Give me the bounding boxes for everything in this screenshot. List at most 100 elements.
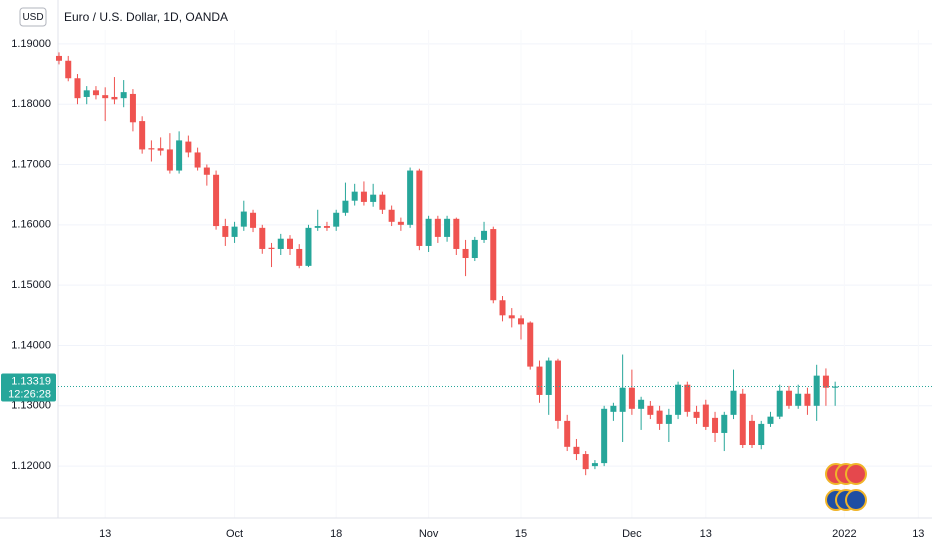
y-tick-label: 1.16000 — [11, 219, 51, 231]
candle-body — [222, 226, 229, 237]
candle-body — [804, 393, 811, 406]
candle-body — [74, 78, 81, 99]
candle-body — [379, 194, 386, 210]
candle-body — [166, 149, 173, 171]
y-tick-label: 1.13000 — [11, 400, 51, 412]
candle-body — [157, 148, 164, 151]
candle-body — [656, 410, 663, 424]
candle-body — [554, 360, 561, 421]
x-tick-label: Nov — [419, 528, 439, 540]
candle-body — [822, 375, 829, 388]
candle-body — [92, 90, 99, 96]
candle-body — [785, 390, 792, 406]
candle-body — [758, 423, 765, 446]
x-tick-label: Oct — [226, 528, 243, 540]
candle-body — [481, 230, 488, 240]
candle-body — [268, 247, 275, 249]
candle-body — [462, 248, 469, 259]
candle-body — [65, 60, 72, 79]
candle-body — [397, 221, 404, 225]
candle-body — [638, 399, 645, 409]
candle-body — [176, 140, 183, 171]
candle-body — [675, 384, 682, 415]
y-tick-label: 1.19000 — [11, 38, 51, 50]
x-tick-label: 18 — [330, 528, 342, 540]
candle-body — [287, 238, 293, 249]
candle-body — [388, 209, 395, 222]
last-price-tag — [1, 373, 56, 402]
candle-body — [647, 405, 654, 415]
candle-body — [518, 318, 524, 325]
candle-body — [194, 152, 201, 168]
candle-body — [259, 227, 266, 249]
candle-body — [120, 92, 127, 99]
candle-body — [342, 200, 349, 213]
y-tick-label: 1.14000 — [11, 339, 51, 351]
x-tick-label: 13 — [99, 528, 111, 540]
candle-body — [499, 300, 506, 316]
x-tick-label: 13 — [700, 528, 712, 540]
candle-body — [203, 167, 210, 175]
candle-body — [832, 386, 839, 388]
currency-button[interactable] — [19, 7, 47, 27]
x-tick-label: 2022 — [832, 528, 856, 540]
candle-body — [277, 238, 284, 249]
candle-body — [619, 387, 626, 412]
candle-body — [351, 191, 358, 201]
candle-body — [296, 248, 303, 266]
candle-body — [231, 226, 238, 237]
candle-body — [749, 420, 755, 446]
candle-body — [684, 384, 691, 412]
candle-body — [323, 226, 330, 228]
candle-body — [536, 366, 543, 395]
candle-body — [407, 170, 414, 225]
candle-body — [102, 95, 109, 99]
candle-body — [582, 454, 589, 470]
candle-body — [721, 414, 728, 433]
x-tick-label: Dec — [622, 528, 642, 540]
candle-body — [591, 463, 598, 467]
candle-body — [185, 141, 192, 153]
candle-body — [739, 393, 746, 446]
y-tick-label: 1.15000 — [11, 279, 51, 291]
candle-body — [702, 404, 709, 427]
candle-body — [610, 405, 617, 412]
candle-body — [471, 239, 478, 259]
candle-body — [139, 121, 146, 150]
candle-body — [56, 55, 62, 61]
candle-body — [730, 390, 737, 415]
candle-body — [545, 360, 552, 395]
candle-body — [434, 218, 441, 237]
candle-body — [111, 96, 118, 100]
flag-icon — [845, 463, 867, 485]
candle-body — [712, 417, 719, 433]
candle-body — [453, 218, 460, 249]
candle-body — [305, 227, 312, 266]
candle-body — [240, 211, 247, 227]
candle-body — [425, 218, 432, 246]
y-tick-label: 1.12000 — [11, 460, 51, 472]
y-tick-label: 1.18000 — [11, 98, 51, 110]
y-tick-label: 1.17000 — [11, 158, 51, 170]
candle-body — [665, 414, 672, 424]
candle-body — [416, 170, 423, 246]
candle-body — [360, 191, 367, 202]
candle-body — [767, 416, 774, 424]
candle-body — [148, 148, 155, 150]
flag-icon — [845, 489, 867, 511]
flags — [825, 463, 867, 511]
candle-body — [564, 420, 571, 447]
candle-body — [333, 212, 340, 227]
candle-body — [129, 93, 136, 123]
candle-body — [508, 315, 515, 319]
currency-label[interactable]: USD — [22, 12, 43, 23]
last-price-label: 1.13319 — [11, 375, 51, 387]
candle-body — [601, 408, 608, 464]
candle-body — [776, 390, 783, 417]
countdown-label: 12:26:28 — [8, 388, 51, 400]
candle-body — [795, 393, 802, 406]
candle-body — [628, 387, 635, 409]
x-tick-label: 15 — [515, 528, 527, 540]
candle-body — [490, 229, 497, 301]
